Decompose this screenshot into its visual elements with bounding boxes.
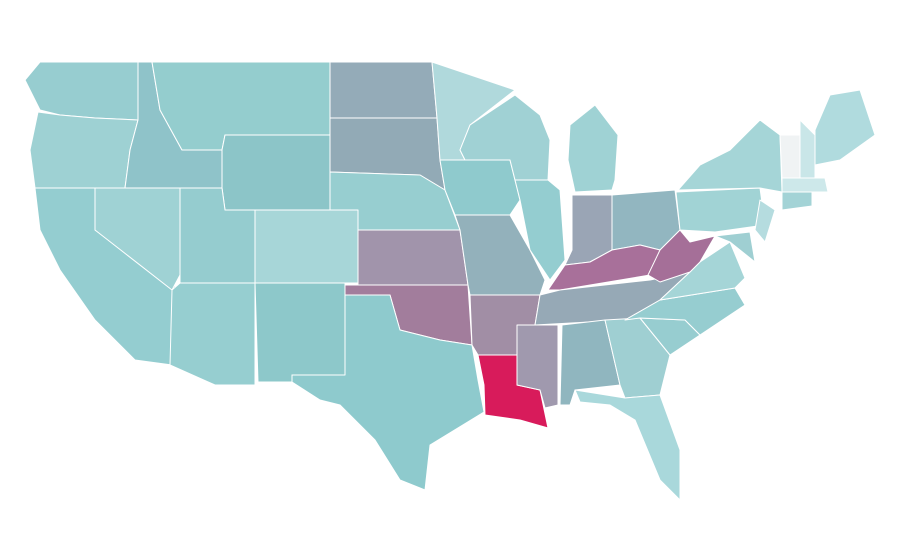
state — [24, 61, 139, 121]
state — [254, 209, 359, 284]
state — [291, 294, 485, 491]
state — [574, 389, 681, 501]
state — [779, 134, 801, 179]
state — [514, 179, 566, 281]
state — [675, 187, 766, 233]
state — [714, 231, 756, 263]
state — [516, 324, 559, 409]
state — [329, 61, 438, 119]
state — [814, 89, 876, 166]
state — [439, 159, 521, 216]
state — [357, 229, 469, 286]
state — [781, 177, 829, 193]
state — [677, 119, 783, 193]
state — [169, 282, 256, 386]
state — [567, 104, 619, 193]
state — [254, 282, 346, 383]
state — [799, 119, 816, 179]
state — [547, 244, 661, 291]
state — [221, 134, 331, 211]
state — [754, 199, 776, 243]
state — [29, 111, 139, 189]
state — [781, 191, 813, 211]
